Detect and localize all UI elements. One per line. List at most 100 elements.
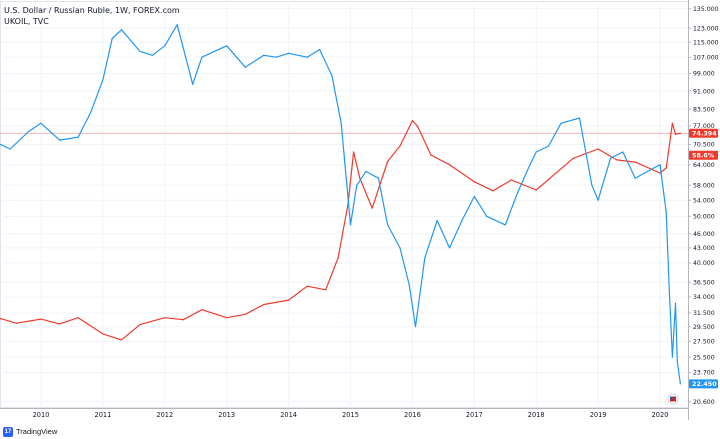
ukoil-line-point [414, 326, 417, 328]
ukoil-line-point [448, 247, 451, 249]
usdrub-line-point [182, 319, 184, 321]
usdrub-line-point [325, 289, 327, 291]
usdrub-line-point [634, 161, 636, 163]
usdrub-line-point [58, 323, 61, 325]
x-tick-label: 2014 [280, 411, 297, 419]
usdrub-line-point [371, 207, 373, 209]
y-tick-label: 99.000 [693, 71, 715, 78]
ukoil-line-point [288, 52, 290, 54]
y-tick-label: 43.000 [693, 245, 715, 252]
usdrub-line-point [671, 122, 673, 124]
y-tick-label: 107.000 [693, 54, 719, 61]
ukoil-line-point [377, 177, 379, 179]
y-tick-label: 25.500 [693, 354, 715, 361]
ukoil-line-point [275, 56, 277, 58]
y-tick-label: 64.000 [693, 162, 715, 169]
tradingview-footer[interactable]: 17 TradingView [3, 426, 57, 437]
ukoil-line-point [77, 136, 79, 138]
usdrub-line-point [659, 172, 661, 174]
ukoil-line-point [176, 24, 178, 26]
usdrub-line [0, 120, 681, 341]
brand-label: TradingView [16, 427, 58, 436]
x-tick-label: 2018 [528, 411, 545, 419]
usdrub-line-point [416, 125, 418, 127]
x-tick-label: 2020 [652, 411, 669, 419]
usdrub-line-point [665, 167, 667, 169]
usdrub-line-point [674, 133, 677, 135]
y-tick-label: 29.500 [693, 324, 715, 331]
ukoil-line-point [609, 157, 612, 159]
x-tick-label: 2015 [342, 411, 359, 419]
y-tick-label: 40.000 [693, 260, 715, 267]
y-tick-label: 77.000 [693, 123, 715, 130]
price-axis[interactable]: 135.000 123.000 115.000 107.000 99.000 91.000… [688, 6, 719, 406]
ukoil-line-point [591, 184, 593, 186]
ukoil-line-point [436, 219, 438, 222]
ukoil-line-point [517, 192, 519, 194]
ukoil-line-point [213, 50, 215, 53]
ukoil-line-point [151, 54, 154, 56]
ukoil-line-point [387, 224, 389, 226]
x-tick-label: 2011 [95, 411, 112, 419]
ukoil-line-point [676, 360, 678, 362]
y-tick-label: 54.000 [693, 197, 715, 204]
x-tick-label: 2010 [33, 411, 50, 419]
ukoil-line-point [668, 290, 670, 292]
ukoil-line-point [473, 195, 475, 198]
x-tick-label: 2019 [590, 411, 607, 419]
last-value-markers: 74.394 58.6% 22.450 [667, 128, 718, 405]
y-tick-label: 46.000 [693, 231, 715, 238]
usdrub-line-point [352, 151, 355, 153]
ukoil-line-point [340, 122, 342, 124]
usdrub-line-point [77, 317, 79, 319]
usdrub-line-point [448, 164, 451, 166]
ukoil-line-point [679, 383, 682, 385]
ukoil-line-point [408, 284, 410, 286]
y-tick-label: 91.000 [693, 88, 715, 95]
y-tick-label: 20.600 [693, 399, 715, 406]
usdrub-line-point [139, 323, 141, 326]
ukoil-line-point [226, 45, 228, 47]
time-axis[interactable]: 2010 2011 2012 2013 2014 2015 2016 2017 2018 2019… [33, 411, 669, 419]
usdrub-last-value: 74.394 [692, 130, 717, 138]
comparison-symbol-label[interactable]: UKOIL, TVC [4, 17, 49, 26]
ukoil-percent-value-bg [689, 150, 718, 160]
ukoil-line-point [40, 122, 42, 124]
usdrub-line-point [263, 303, 265, 306]
usdrub-line-point [597, 148, 599, 150]
usdrub-line-point [510, 179, 513, 181]
usdrub-last-value-bg [689, 128, 718, 138]
y-tick-label: 31.500 [693, 310, 715, 317]
ukoil-line-point [244, 66, 246, 68]
ukoil-line-point [647, 170, 649, 172]
usdrub-line-point [616, 159, 618, 161]
y-tick-label: 123.000 [693, 25, 719, 32]
ukoil-line-point [560, 122, 562, 124]
us-flag-icon [667, 393, 679, 405]
ukoil-line-point [201, 56, 203, 58]
x-tick-label: 2013 [218, 411, 235, 419]
ukoil-line-point [331, 74, 333, 77]
symbol-title[interactable]: U.S. Dollar / Russian Ruble, 1W, FOREX.c… [4, 6, 180, 15]
ukoil-line-point [504, 224, 506, 226]
y-tick-label: 34.000 [693, 294, 715, 301]
ukoil-line-point [356, 184, 358, 186]
ukoil-line-point [58, 139, 61, 141]
ukoil-line-point [111, 37, 113, 40]
usdrub-line-point [572, 157, 574, 159]
y-tick-label: 135.000 [693, 6, 719, 13]
ukoil-line-point [89, 112, 92, 114]
usdrub-line-point [492, 190, 494, 192]
usdrub-line-point [430, 154, 432, 156]
y-tick-label: 36.500 [693, 279, 715, 286]
x-tick-label: 2012 [156, 411, 173, 419]
series-lines [0, 24, 688, 385]
y-tick-label: 83.500 [693, 106, 715, 113]
usdrub-line-point [164, 317, 166, 319]
chart-grid [0, 0, 689, 420]
ukoil-line-point [263, 54, 265, 56]
ukoil-line-point [529, 164, 531, 166]
ukoil-line-point [28, 130, 30, 133]
y-tick-label: 58.000 [693, 183, 715, 190]
